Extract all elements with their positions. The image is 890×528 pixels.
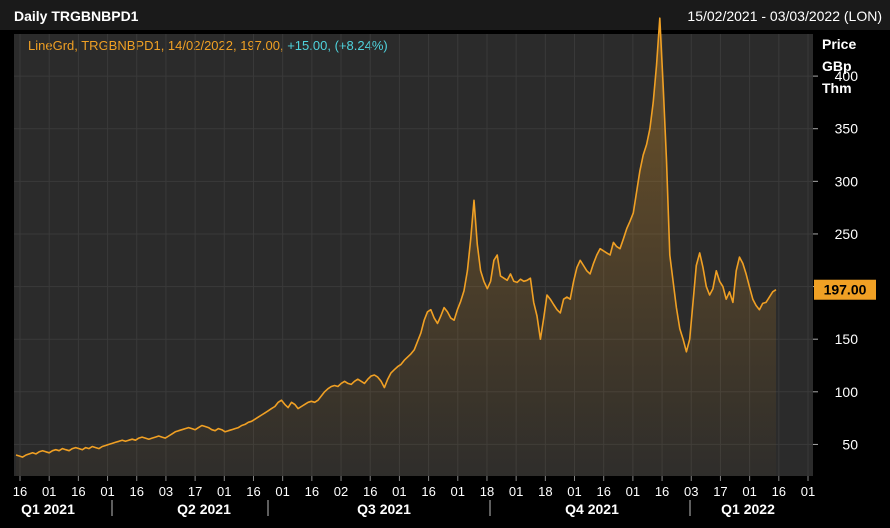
x-tick-label: 16 (421, 484, 435, 499)
x-tick-label: 02 (334, 484, 348, 499)
unit-label-price: Price (822, 36, 857, 52)
x-tick-label: 16 (13, 484, 27, 499)
x-tick-label: 18 (538, 484, 552, 499)
x-tick-label: 16 (772, 484, 786, 499)
last-value-badge-text: 197.00 (824, 282, 867, 298)
y-tick-label: 400 (835, 68, 859, 84)
quarter-label: Q3 2021 (357, 501, 411, 517)
x-tick-label: 01 (42, 484, 56, 499)
y-tick-label: 150 (835, 331, 859, 347)
quarter-label: Q1 2022 (721, 501, 775, 517)
x-tick-label: 01 (567, 484, 581, 499)
x-tick-label: 03 (159, 484, 173, 499)
x-tick-label: 17 (713, 484, 727, 499)
change-abs: +15.00, (287, 38, 331, 53)
x-tick-label: 01 (451, 484, 465, 499)
x-tick-label: 01 (217, 484, 231, 499)
change-pct: (+8.24%) (334, 38, 388, 53)
x-tick-label: 01 (275, 484, 289, 499)
chart-header: Daily TRGBNBPD1 15/02/2021 - 03/03/2022 … (0, 0, 890, 30)
x-tick-label: 01 (626, 484, 640, 499)
x-tick-label: 16 (71, 484, 85, 499)
quarter-label: Q2 2021 (177, 501, 231, 517)
unit-label-currency: GBp (822, 58, 852, 74)
unit-label-measure: Thm (822, 80, 852, 96)
x-tick-label: 16 (130, 484, 144, 499)
series-area-fill (16, 18, 776, 476)
quarter-label: Q4 2021 (565, 501, 619, 517)
x-tick-label: 01 (742, 484, 756, 499)
y-tick-label: 250 (835, 226, 859, 242)
x-tick-label: 16 (246, 484, 260, 499)
x-tick-label: 03 (684, 484, 698, 499)
x-tick-label: 16 (596, 484, 610, 499)
y-tick-label: 350 (835, 121, 859, 137)
last-value-badge (814, 279, 876, 300)
y-tick-label: 50 (842, 436, 858, 452)
quarter-label: Q1 2021 (21, 501, 75, 517)
x-tick-label: 17 (188, 484, 202, 499)
x-tick-label: 18 (480, 484, 494, 499)
date-range: 15/02/2021 - 03/03/2022 (LON) (687, 8, 882, 24)
x-tick-label: 01 (801, 484, 815, 499)
series-label: LineGrd, TRGBNBPD1, 14/02/2022, 197.00, (28, 38, 284, 53)
y-tick-label: 100 (835, 384, 859, 400)
x-tick-label: 01 (392, 484, 406, 499)
x-tick-label: 16 (363, 484, 377, 499)
x-tick-label: 01 (509, 484, 523, 499)
x-tick-label: 16 (305, 484, 319, 499)
chart-title: Daily TRGBNBPD1 (14, 8, 139, 24)
y-tick-label: 300 (835, 173, 859, 189)
series-line (15, 17, 777, 458)
series-legend: LineGrd, TRGBNBPD1, 14/02/2022, 197.00, … (28, 38, 388, 53)
x-tick-label: 01 (100, 484, 114, 499)
x-tick-label: 16 (655, 484, 669, 499)
